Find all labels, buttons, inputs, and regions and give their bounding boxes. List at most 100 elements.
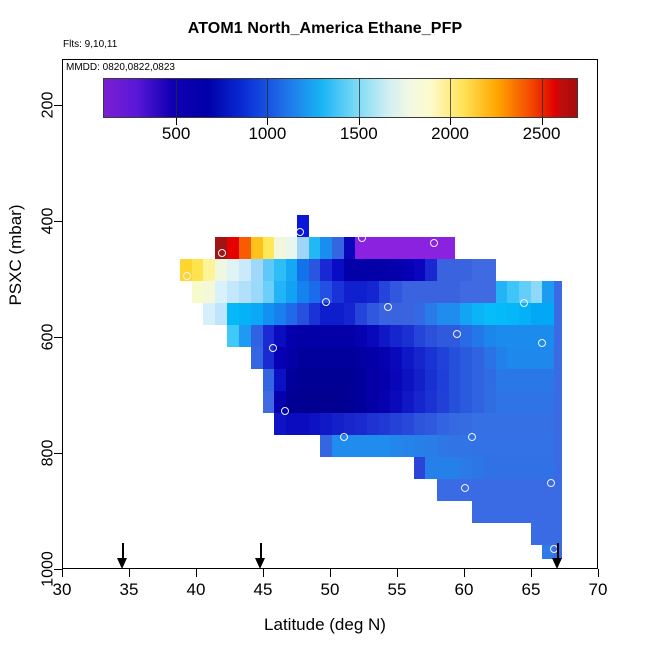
- heatmap-cell: [402, 281, 414, 303]
- heatmap-cell: [460, 303, 472, 325]
- heatmap-cell: [355, 413, 367, 435]
- heatmap-cell: [472, 347, 484, 369]
- heatmap-cell: [286, 259, 298, 281]
- x-axis-tick-label: 60: [454, 580, 474, 599]
- heatmap-cell: [425, 325, 437, 347]
- heatmap-cell: [320, 237, 332, 259]
- heatmap-cell: [519, 457, 531, 479]
- heatmap-cell: [402, 347, 414, 369]
- heatmap-cell: [449, 347, 461, 369]
- heatmap-cell: [344, 347, 356, 369]
- heatmap-cell: [263, 281, 275, 303]
- x-axis-tick-label: 45: [253, 580, 273, 599]
- heatmap-cell: [367, 281, 379, 303]
- heatmap-cell: [414, 391, 426, 413]
- heatmap-cell: [507, 303, 519, 325]
- heatmap-cell: [437, 281, 449, 303]
- profile-arrow-marker: [254, 543, 266, 569]
- heatmap-cell: [531, 303, 543, 325]
- heatmap-cell: [414, 259, 426, 281]
- heatmap-cell: [286, 281, 298, 303]
- heatmap-cell: [192, 259, 204, 281]
- heatmap-cell: [554, 523, 562, 545]
- heatmap-cell: [554, 391, 562, 413]
- heatmap-cell: [355, 347, 367, 369]
- heatmap-cell: [484, 325, 496, 347]
- heatmap-cell: [449, 435, 461, 457]
- heatmap-cell: [274, 259, 286, 281]
- heatmap-cell: [519, 413, 531, 435]
- sample-marker: [269, 344, 277, 352]
- colorbar-separator: [450, 78, 452, 118]
- heatmap-cell: [263, 369, 275, 391]
- heatmap-cell: [496, 457, 508, 479]
- heatmap-cell: [297, 369, 309, 391]
- heatmap-cell: [472, 479, 484, 501]
- heatmap-cell: [367, 369, 379, 391]
- heatmap-cell: [460, 413, 472, 435]
- heatmap-cell: [437, 259, 449, 281]
- heatmap-cell: [402, 303, 414, 325]
- heatmap-cell: [519, 479, 531, 501]
- heatmap-cell: [344, 435, 356, 457]
- colorbar-tick: [541, 118, 543, 125]
- heatmap-cell: [472, 435, 484, 457]
- colorbar-gradient: [103, 78, 578, 118]
- heatmap-cell: [379, 391, 391, 413]
- y-axis-tick-label: 600: [40, 323, 57, 351]
- heatmap-cell: [203, 303, 215, 325]
- heatmap-cell: [332, 413, 344, 435]
- heatmap-cell: [402, 435, 414, 457]
- heatmap-cell: [402, 413, 414, 435]
- heatmap-cell: [531, 281, 543, 303]
- colorbar-tick: [267, 118, 269, 125]
- heatmap-cell: [531, 501, 543, 523]
- heatmap-cell: [437, 303, 449, 325]
- heatmap-cell: [320, 303, 332, 325]
- heatmap-cell: [484, 391, 496, 413]
- heatmap-cell: [425, 457, 437, 479]
- heatmap-cell: [297, 391, 309, 413]
- colorbar-tick-label: 500: [161, 124, 191, 143]
- heatmap-cell: [437, 435, 449, 457]
- heatmap-cell: [286, 413, 298, 435]
- heatmap-cell: [507, 281, 519, 303]
- heatmap-cell: [355, 435, 367, 457]
- heatmap-cell: [414, 413, 426, 435]
- x-axis-title: Latitude (deg N): [264, 615, 386, 634]
- heatmap-cell: [344, 259, 356, 281]
- heatmap-cell: [449, 259, 461, 281]
- heatmap-cell: [274, 281, 286, 303]
- sample-marker: [468, 433, 476, 441]
- heatmap-cell: [320, 369, 332, 391]
- heatmap-cell: [519, 303, 531, 325]
- colorbar-tick: [450, 118, 452, 125]
- heatmap-cell: [414, 325, 426, 347]
- sample-marker: [183, 272, 191, 280]
- heatmap-cell: [496, 347, 508, 369]
- heatmap-cell: [367, 413, 379, 435]
- profile-arrow-marker: [552, 543, 563, 569]
- y-axis-tick-label: 400: [40, 207, 57, 235]
- heatmap-cell: [227, 237, 239, 259]
- heatmap-cell: [554, 457, 562, 479]
- heatmap-cell: [227, 303, 239, 325]
- heatmap-cell: [437, 369, 449, 391]
- heatmap-cell: [460, 259, 472, 281]
- heatmap-cell: [297, 259, 309, 281]
- heatmap-cell: [531, 435, 543, 457]
- colorbar: 500 1000 1500 2000 2500: [103, 78, 578, 143]
- heatmap-cell: [239, 303, 251, 325]
- heatmap-cell: [309, 281, 321, 303]
- heatmap-cell: [379, 435, 391, 457]
- heatmap-cell: [542, 281, 554, 303]
- heatmap-cell: [390, 325, 402, 347]
- heatmap-cell: [309, 325, 321, 347]
- colorbar-separator: [267, 78, 269, 118]
- heatmap-cell: [507, 457, 519, 479]
- heatmap-cell: [379, 281, 391, 303]
- heatmap-cell: [332, 325, 344, 347]
- x-axis-tick-label: 65: [521, 580, 541, 599]
- heatmap-cell: [390, 281, 402, 303]
- heatmap-cell: [496, 479, 508, 501]
